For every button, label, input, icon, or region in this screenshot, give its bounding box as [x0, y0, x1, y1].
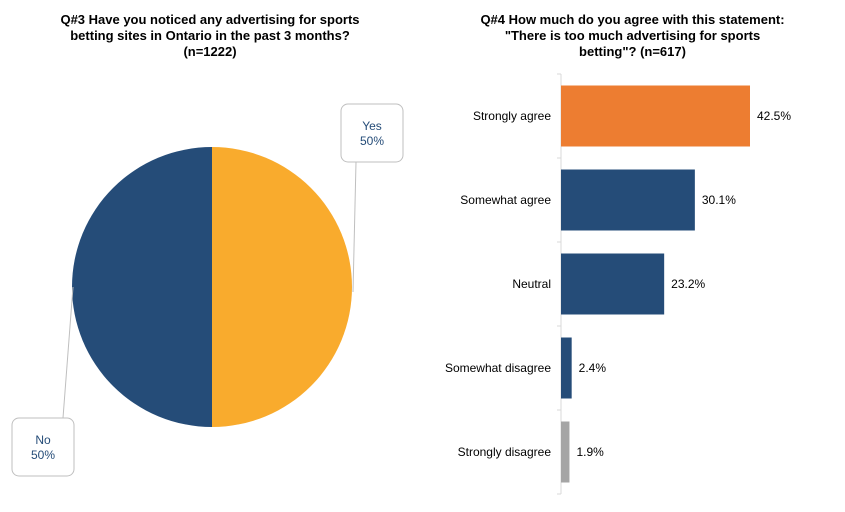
- bar-value-label-strongly-agree: 42.5%: [757, 109, 791, 123]
- bar-category-label-strongly-disagree: Strongly disagree: [458, 445, 552, 459]
- pie-label-yes: Yes: [362, 119, 382, 133]
- pie-label-no: No: [35, 433, 51, 447]
- bar-category-label-strongly-agree: Strongly agree: [473, 109, 551, 123]
- bar-strongly-disagree: [561, 421, 570, 483]
- bar-value-label-somewhat-disagree: 2.4%: [579, 361, 607, 375]
- pie-callout-leader-line: [352, 161, 357, 293]
- bar-category-label-somewhat-disagree: Somewhat disagree: [445, 361, 551, 375]
- bar-value-label-somewhat-agree: 30.1%: [702, 193, 736, 207]
- bar-value-label-strongly-disagree: 1.9%: [576, 445, 604, 459]
- pie-slice-no: [72, 147, 212, 427]
- bar-chart-title: Q#4 How much do you agree with this stat…: [480, 12, 785, 59]
- pie-slice-yes: [212, 147, 352, 427]
- bar-somewhat-disagree: [561, 337, 572, 399]
- bar-category-label-neutral: Neutral: [512, 277, 551, 291]
- bar-somewhat-agree: [561, 169, 695, 231]
- pie-chart-q3: Q#3 Have you noticed any advertising for…: [0, 0, 420, 512]
- pie-value-label-yes: 50%: [360, 134, 384, 148]
- pie-value-label-no: 50%: [31, 448, 55, 462]
- bar-neutral: [561, 253, 665, 315]
- bar-chart-svg: Strongly agree 42.5% Somewhat agree 30.1% Ne…: [445, 73, 791, 495]
- pie-callout-leader-line: [62, 286, 74, 419]
- bar-category-label-somewhat-agree: Somewhat agree: [460, 193, 551, 207]
- bar-value-label-neutral: 23.2%: [671, 277, 705, 291]
- bar-chart-q4: Q#4 How much do you agree with this stat…: [420, 0, 845, 512]
- pie-callout-box: [340, 103, 404, 163]
- pie-chart-title: Q#3 Have you noticed any advertising for…: [60, 12, 360, 59]
- bar-strongly-agree: [561, 85, 750, 147]
- pie-callout-box: [11, 417, 75, 477]
